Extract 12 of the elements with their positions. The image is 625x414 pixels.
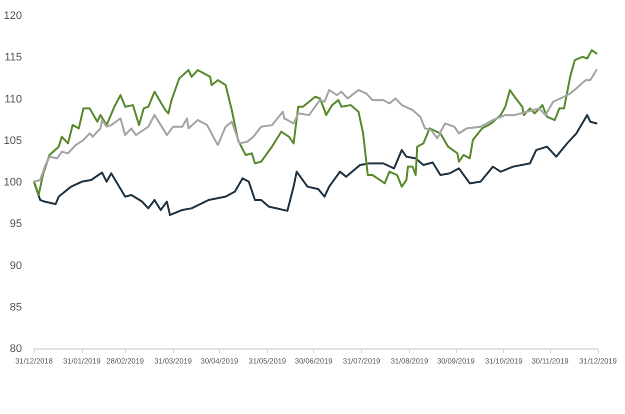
line-series — [33, 114, 598, 216]
y-tick-label: 110 — [4, 93, 22, 106]
line-series — [33, 49, 598, 196]
y-tick-label: 95 — [10, 218, 22, 230]
y-tick-label: 100 — [4, 176, 22, 188]
y-tick-label: 120 — [4, 10, 22, 22]
y-tick-label: 105 — [4, 134, 22, 147]
y-tick-label: 90 — [10, 260, 22, 272]
y-tick-label: 85 — [10, 301, 22, 314]
y-tick-label: 115 — [4, 52, 22, 64]
line-series — [33, 69, 598, 183]
y-tick-label: 80 — [10, 343, 22, 355]
